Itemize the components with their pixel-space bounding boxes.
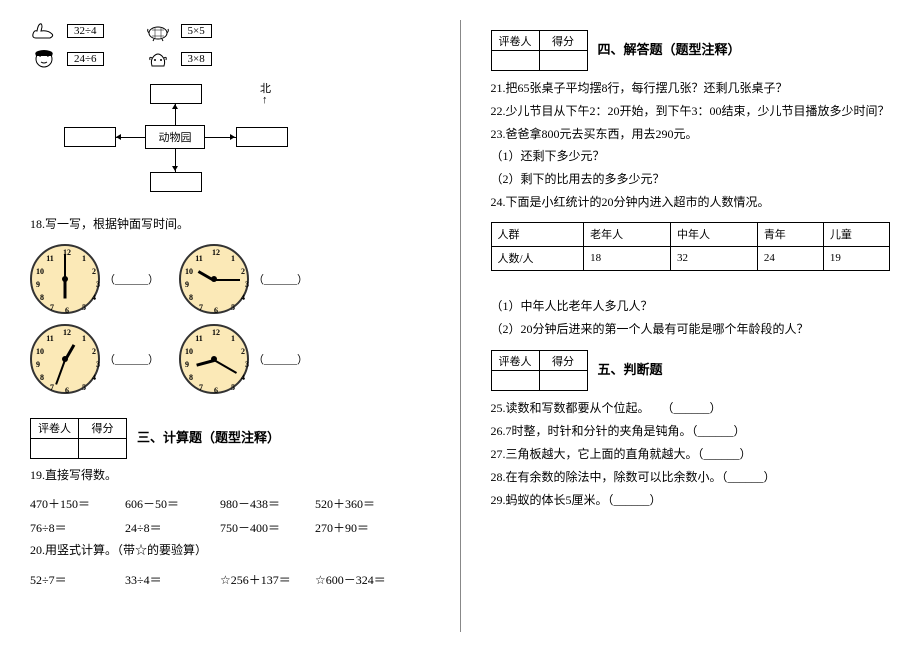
section4-title: 四、解答题（题型注释） [598,39,741,58]
clock-face: 121234567891011 [179,244,249,314]
right-column: 评卷人得分 四、解答题（题型注释） 21.把65张桌子平均摆8行，每行摆几张？还… [461,0,920,652]
clock-item: 121234567891011（______） [30,324,159,394]
table-row: 人群 老年人 中年人 青年 儿童 [491,222,890,246]
clock-item: 121234567891011（______） [30,244,159,314]
calc-tag: 32÷4 [67,24,104,38]
calc-row-1: 470＋150＝606－50＝980－438＝520＋360＝ [30,492,430,516]
zoo-box-top [150,84,202,104]
calc-item: ☆256＋137＝ [220,568,315,592]
calc-tag: 3×8 [181,52,212,66]
calc-item: 24÷8＝ [125,516,220,540]
calc-item: 33÷4＝ [125,568,220,592]
table-cell: 中年人 [670,222,757,246]
table-cell: 19 [823,246,889,270]
clock-face: 121234567891011 [30,244,100,314]
section4-header: 评卷人得分 四、解答题（题型注释） [491,20,891,77]
calc-item: 52÷7＝ [30,568,125,592]
q24a: （1）中年人比老年人多几人？ [491,295,891,318]
section5-title: 五、判断题 [598,359,663,378]
q19: 19.直接写得数。 [30,465,430,487]
q26: 26.7时整，时针和分针的夹角是钝角。（______） [491,420,891,443]
table-cell: 32 [670,246,757,270]
calc-item: 76÷8＝ [30,516,125,540]
score-table: 评卷人得分 [30,418,127,459]
clock-answer-blank: （______） [253,351,308,367]
supermarket-table: 人群 老年人 中年人 青年 儿童 人数/人 18 32 24 19 [491,222,891,271]
animal-row-1: 32÷4 5×5 [30,20,430,42]
calc-item: 470＋150＝ [30,492,125,516]
calc-item: 980－438＝ [220,492,315,516]
q23b: （2）剩下的比用去的多多少元？ [491,168,891,191]
zoo-center: 动物园 [145,125,205,149]
animal-row-2: 24÷6 3×8 [30,48,430,70]
clock-face: 121234567891011 [30,324,100,394]
score-col-b: 得分 [79,418,127,438]
zoo-box-right [236,127,288,147]
table-cell: 人群 [491,222,584,246]
q22: 22.少儿节目从下午2：20开始，到下午3：00结束，少儿节目播放多少时间？ [491,100,891,123]
q23a: （1）还剩下多少元？ [491,145,891,168]
score-col-a: 评卷人 [491,31,539,51]
clock-answer-blank: （______） [104,351,159,367]
goose-icon [30,20,58,42]
zoo-diagram: 北 ↑ 动物园 [60,80,300,200]
section3-header: 评卷人得分 三、计算题（题型注释） [30,408,430,465]
score-table: 评卷人得分 [491,350,588,391]
section3-title: 三、计算题（题型注释） [137,427,280,446]
q21: 21.把65张桌子平均摆8行，每行摆几张？还剩几张桌子？ [491,77,891,100]
table-cell: 18 [584,246,671,270]
table-cell: 青年 [757,222,823,246]
q29: 29.蚂蚁的体长5厘米。（______） [491,489,891,512]
calc-row-2: 76÷8＝24÷8＝750－400＝270＋90＝ [30,516,430,540]
q27: 27.三角板越大，它上面的直角就越大。（______） [491,443,891,466]
clock-item: 121234567891011（______） [179,324,308,394]
calc-tag: 5×5 [181,24,212,38]
zoo-box-left [64,127,116,147]
calc-item: 606－50＝ [125,492,220,516]
table-cell: 老年人 [584,222,671,246]
dog-icon [144,48,172,70]
clock-grid: 121234567891011（______）121234567891011（_… [30,244,430,394]
q18: 18.写一写，根据钟面写时间。 [30,214,430,236]
q25: 25.读数和写数都要从个位起。 （______） [491,397,891,420]
zoo-box-bottom [150,172,202,192]
score-col-b: 得分 [539,351,587,371]
table-cell: 24 [757,246,823,270]
calc-item: ☆600－324＝ [315,568,410,592]
q24: 24.下面是小红统计的20分钟内进入超市的人数情况。 [491,191,891,214]
worksheet-page: 32÷4 5×5 24÷6 3×8 北 ↑ 动物园 [0,0,920,652]
clock-face: 121234567891011 [179,324,249,394]
table-cell: 人数/人 [491,246,584,270]
clock-item: 121234567891011（______） [179,244,308,314]
table-row: 人数/人 18 32 24 19 [491,246,890,270]
q20: 20.用竖式计算。（带☆的要验算） [30,540,430,562]
calc-item: 520＋360＝ [315,492,410,516]
table-cell: 儿童 [823,222,889,246]
score-col-a: 评卷人 [491,351,539,371]
calc-item: 270＋90＝ [315,516,410,540]
score-col-a: 评卷人 [31,418,79,438]
q23: 23.爸爸拿800元去买东西，用去290元。 [491,123,891,146]
calc-item: 750－400＝ [220,516,315,540]
q24b: （2）20分钟后进来的第一个人最有可能是哪个年龄段的人？ [491,318,891,341]
calc-tag: 24÷6 [67,52,104,66]
score-col-b: 得分 [539,31,587,51]
girl-icon [30,48,58,70]
score-table: 评卷人得分 [491,30,588,71]
calc-row-3: 52÷7＝33÷4＝☆256＋137＝☆600－324＝ [30,568,430,592]
clock-answer-blank: （______） [253,271,308,287]
north-arrow-icon: ↑ [262,94,268,106]
clock-answer-blank: （______） [104,271,159,287]
turtle-icon [144,20,172,42]
section5-header: 评卷人得分 五、判断题 [491,340,891,397]
left-column: 32÷4 5×5 24÷6 3×8 北 ↑ 动物园 [0,0,460,652]
q28: 28.在有余数的除法中，除数可以比余数小。（______） [491,466,891,489]
